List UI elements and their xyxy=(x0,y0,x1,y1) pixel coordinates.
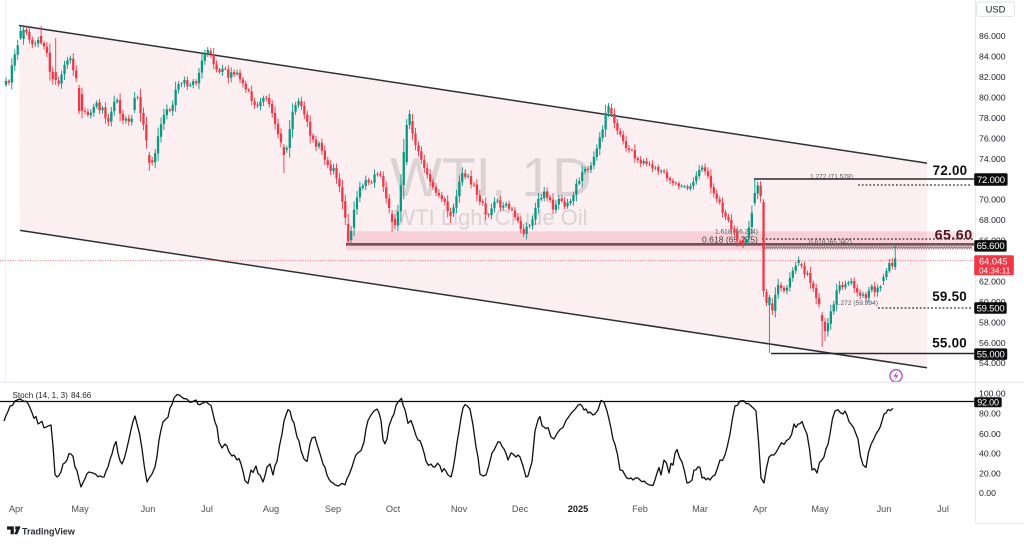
svg-text:Apr: Apr xyxy=(9,504,23,514)
svg-text:1.272 (71.578): 1.272 (71.578) xyxy=(810,174,853,181)
svg-text:Jun: Jun xyxy=(877,504,892,514)
svg-text:80.000: 80.000 xyxy=(979,93,1006,103)
svg-text:Oct: Oct xyxy=(386,504,401,514)
svg-text:86.000: 86.000 xyxy=(979,31,1006,41)
svg-text:WTI, 1D: WTI, 1D xyxy=(390,146,592,208)
svg-text:72.00: 72.00 xyxy=(933,163,968,178)
svg-text:59.500: 59.500 xyxy=(977,303,1005,314)
svg-text:May: May xyxy=(811,504,829,514)
svg-text:Dec: Dec xyxy=(512,504,529,514)
svg-text:Jul: Jul xyxy=(937,504,949,514)
svg-text:74.000: 74.000 xyxy=(979,154,1006,164)
svg-text:1.272 (59.894): 1.272 (59.894) xyxy=(835,300,878,307)
svg-text:68.000: 68.000 xyxy=(979,215,1006,225)
svg-text:58.000: 58.000 xyxy=(979,317,1006,327)
svg-text:40.00: 40.00 xyxy=(979,449,1001,459)
svg-text:0.00: 0.00 xyxy=(979,488,996,498)
svg-text:62.000: 62.000 xyxy=(979,277,1006,287)
svg-text:78.000: 78.000 xyxy=(979,113,1006,123)
svg-text:2025: 2025 xyxy=(568,504,588,514)
svg-text:Jun: Jun xyxy=(141,504,156,514)
svg-text:Apr: Apr xyxy=(753,504,767,514)
svg-text:0.618 (65.347): 0.618 (65.347) xyxy=(809,239,852,246)
svg-text:64.045: 64.045 xyxy=(979,256,1007,266)
svg-text:55.00: 55.00 xyxy=(932,336,967,351)
svg-text:0.618 (65.275): 0.618 (65.275) xyxy=(702,235,758,245)
svg-text:100.00: 100.00 xyxy=(979,389,1006,399)
svg-text:TradingView: TradingView xyxy=(22,526,76,536)
svg-text:82.000: 82.000 xyxy=(979,72,1006,82)
svg-text:84.66: 84.66 xyxy=(71,391,92,400)
svg-text:80.00: 80.00 xyxy=(979,409,1001,419)
svg-text:Nov: Nov xyxy=(451,504,468,514)
svg-text:20.00: 20.00 xyxy=(979,468,1001,478)
svg-text:59.50: 59.50 xyxy=(932,289,967,304)
svg-text:65.600: 65.600 xyxy=(977,241,1005,252)
svg-text:56.000: 56.000 xyxy=(979,338,1006,348)
svg-text:Mar: Mar xyxy=(692,504,708,514)
svg-text:1.618 (66.204): 1.618 (66.204) xyxy=(715,229,758,236)
svg-text:USD: USD xyxy=(986,5,1006,15)
svg-text:65.60: 65.60 xyxy=(935,228,973,244)
svg-text:May: May xyxy=(71,504,89,514)
svg-text:60.000: 60.000 xyxy=(979,297,1006,307)
svg-text:Jul: Jul xyxy=(201,504,213,514)
svg-text:Aug: Aug xyxy=(263,504,279,514)
svg-text:92.00: 92.00 xyxy=(977,398,999,408)
svg-text:04:34:11: 04:34:11 xyxy=(979,266,1011,275)
svg-text:54.000: 54.000 xyxy=(979,358,1006,368)
svg-text:Stoch (14, 1, 3): Stoch (14, 1, 3) xyxy=(13,391,69,400)
svg-text:72.000: 72.000 xyxy=(977,175,1005,186)
svg-text:76.000: 76.000 xyxy=(979,133,1006,143)
svg-text:60.00: 60.00 xyxy=(979,429,1001,439)
svg-text:Sep: Sep xyxy=(325,504,341,514)
svg-text:84.000: 84.000 xyxy=(979,52,1006,62)
svg-text:Feb: Feb xyxy=(632,504,648,514)
svg-text:70.000: 70.000 xyxy=(979,195,1006,205)
svg-text:55.000: 55.000 xyxy=(977,350,1005,361)
